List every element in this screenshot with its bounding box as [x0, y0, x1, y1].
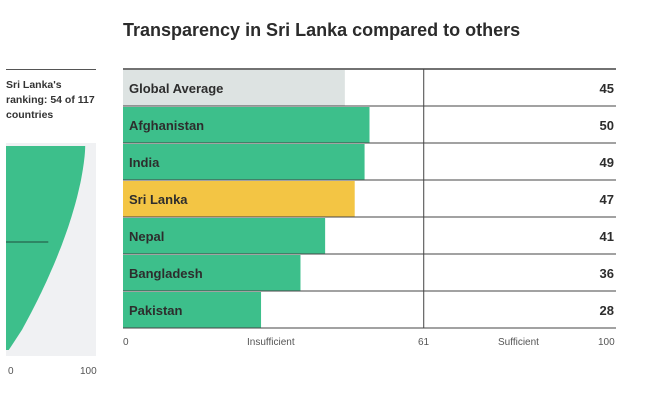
bar-afghanistan: [123, 107, 370, 143]
bar-label-india: India: [129, 155, 160, 170]
bar-label-nepal: Nepal: [129, 229, 164, 244]
bar-bangladesh: [123, 255, 301, 291]
ranking-distribution: 0 100: [6, 143, 97, 377]
insufficient-label: Insufficient: [247, 337, 295, 348]
bar-value-bangladesh: 36: [600, 266, 614, 281]
sufficient-label: Sufficient: [498, 337, 539, 348]
bar-pakistan: [123, 292, 262, 328]
threshold-label: 61: [418, 337, 430, 348]
axis-max-label: 100: [598, 337, 615, 348]
distribution-max-label: 100: [80, 366, 97, 377]
bar-label-afghanistan: Afghanistan: [129, 118, 204, 133]
distribution-area: [6, 146, 86, 350]
chart-title: Transparency in Sri Lanka compared to ot…: [123, 20, 521, 40]
bar-value-india: 49: [600, 155, 614, 170]
bar-label-global-average: Global Average: [129, 81, 223, 96]
bar-nepal: [123, 218, 326, 254]
ranking-label: Sri Lanka's ranking: 54 of 117 countries: [6, 79, 95, 121]
axis-min-label: 0: [123, 337, 129, 348]
bar-sri-lanka: [123, 181, 355, 217]
bar-chart: Global Average 45 Afghanistan 50 India 49 Sri …: [123, 68, 616, 329]
bar-label-sri-lanka: Sri Lanka: [129, 192, 188, 207]
bar-india: [123, 144, 365, 180]
bar-value-afghanistan: 50: [600, 118, 614, 133]
bar-value-nepal: 41: [600, 229, 614, 244]
ranking-rule: [6, 69, 96, 70]
distribution-min-label: 0: [8, 366, 14, 377]
bar-global-average: [123, 70, 345, 106]
bar-value-global-average: 45: [600, 81, 614, 96]
bar-value-pakistan: 28: [600, 303, 614, 318]
bar-value-sri-lanka: 47: [600, 192, 614, 207]
bar-label-bangladesh: Bangladesh: [129, 266, 203, 281]
bar-label-pakistan: Pakistan: [129, 303, 183, 318]
